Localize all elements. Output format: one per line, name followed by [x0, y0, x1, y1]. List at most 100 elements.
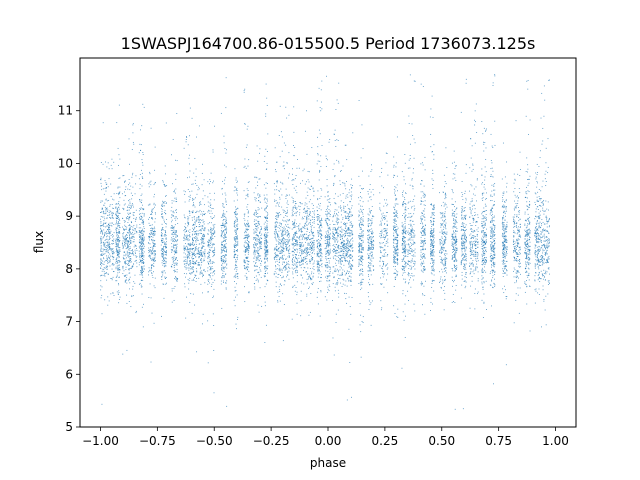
data-point	[153, 259, 155, 261]
data-point	[102, 248, 104, 250]
data-point	[443, 228, 444, 230]
data-point	[329, 237, 331, 239]
data-point	[320, 209, 322, 211]
data-point	[505, 364, 507, 366]
data-point	[476, 261, 478, 263]
data-point	[131, 250, 133, 252]
data-point	[342, 247, 344, 249]
data-point	[275, 243, 277, 245]
data-point	[318, 252, 320, 254]
data-point	[343, 202, 345, 203]
data-point	[528, 279, 530, 281]
data-point	[127, 216, 128, 217]
data-point	[493, 217, 495, 219]
data-point	[534, 254, 536, 256]
data-point	[379, 224, 381, 226]
data-point	[341, 232, 343, 234]
data-point	[362, 242, 364, 243]
data-point	[141, 242, 143, 244]
data-point	[462, 242, 463, 244]
data-point	[540, 205, 542, 207]
data-point	[192, 271, 194, 273]
data-point	[195, 280, 197, 282]
data-point	[540, 230, 542, 232]
data-point	[254, 230, 256, 232]
data-point	[119, 192, 120, 194]
data-point	[237, 254, 239, 256]
data-point	[380, 300, 382, 302]
data-point	[221, 247, 223, 249]
data-point	[309, 234, 311, 236]
data-point	[282, 250, 284, 252]
data-point	[440, 217, 442, 219]
data-point	[193, 271, 195, 273]
data-point	[234, 274, 236, 276]
data-point	[282, 261, 284, 263]
data-point	[424, 240, 425, 241]
data-point	[516, 276, 518, 278]
data-point	[194, 237, 196, 239]
data-point	[397, 249, 399, 251]
data-point	[256, 234, 258, 235]
data-point	[294, 206, 296, 208]
data-point	[266, 252, 268, 254]
data-point	[118, 177, 120, 179]
data-point	[481, 260, 483, 262]
data-point	[265, 217, 267, 218]
data-point	[395, 232, 397, 234]
data-point	[343, 205, 345, 207]
data-point	[373, 257, 375, 259]
data-point	[127, 260, 129, 261]
data-point	[547, 240, 549, 242]
data-point	[162, 217, 163, 219]
data-point	[135, 217, 137, 219]
data-point	[454, 265, 455, 267]
data-point	[350, 268, 352, 270]
data-point	[359, 324, 361, 326]
data-point	[352, 232, 354, 234]
data-point	[506, 182, 508, 184]
data-point	[264, 245, 266, 247]
data-point	[202, 221, 204, 223]
data-point	[277, 277, 279, 278]
data-point	[529, 285, 531, 287]
data-point	[358, 259, 360, 261]
data-point	[327, 227, 329, 229]
data-point	[430, 230, 432, 232]
data-point	[407, 249, 409, 251]
data-point	[209, 282, 211, 284]
data-point	[392, 241, 394, 243]
data-point	[420, 200, 422, 202]
data-point	[236, 194, 238, 196]
data-point	[392, 246, 394, 248]
data-point	[494, 225, 496, 227]
data-point	[472, 221, 474, 223]
data-point	[462, 210, 464, 212]
data-point	[275, 221, 277, 223]
data-point	[485, 220, 487, 221]
data-point	[490, 231, 492, 233]
data-point	[381, 217, 383, 219]
data-point	[351, 238, 353, 239]
data-point	[118, 193, 120, 194]
data-point	[161, 272, 163, 274]
data-point	[186, 245, 187, 247]
data-point	[139, 183, 141, 185]
data-point	[296, 226, 298, 227]
data-point	[494, 264, 496, 266]
data-point	[361, 257, 363, 259]
data-point	[211, 283, 213, 285]
data-point	[423, 260, 424, 262]
data-point	[291, 180, 293, 182]
data-point	[420, 201, 422, 202]
data-point	[254, 242, 256, 244]
data-point	[408, 268, 410, 270]
data-point	[422, 223, 424, 225]
data-point	[336, 282, 337, 284]
data-point	[342, 244, 343, 246]
data-point	[198, 219, 200, 221]
data-point	[294, 212, 296, 214]
data-point	[279, 223, 281, 225]
data-point	[296, 313, 298, 315]
data-point	[318, 238, 320, 240]
